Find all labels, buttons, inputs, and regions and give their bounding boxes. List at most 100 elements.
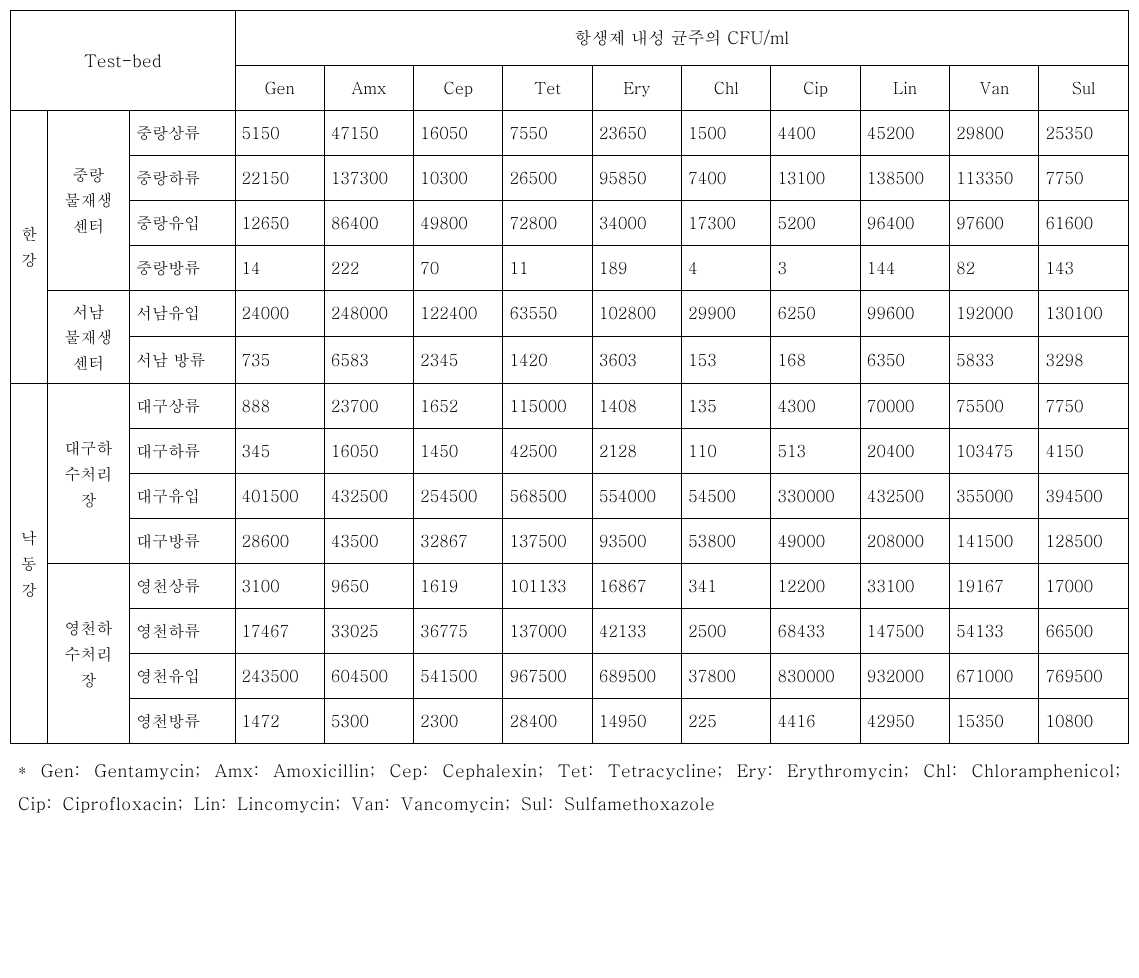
data-cell: 61600 [1039, 200, 1129, 245]
data-cell: 4300 [771, 384, 860, 429]
data-cell: 12650 [235, 200, 324, 245]
data-cell: 137300 [324, 155, 413, 200]
row-label: 대구하류 [130, 429, 235, 474]
data-cell: 568500 [503, 474, 592, 519]
table-row: 대구방류286004350032867137500935005380049000… [11, 519, 1129, 564]
data-cell: 15350 [950, 699, 1039, 744]
data-cell: 5300 [324, 699, 413, 744]
data-cell: 95850 [592, 155, 681, 200]
data-cell: 137000 [503, 609, 592, 654]
data-cell: 28600 [235, 519, 324, 564]
data-cell: 138500 [860, 155, 949, 200]
row-label: 대구유입 [130, 474, 235, 519]
data-cell: 26500 [503, 155, 592, 200]
row-label: 영천하류 [130, 609, 235, 654]
data-cell: 604500 [324, 654, 413, 699]
data-cell: 254500 [414, 474, 503, 519]
table-row: 영천하수처리장영천상류31009650161910113316867341122… [11, 564, 1129, 609]
row-label: 대구상류 [130, 384, 235, 429]
data-cell: 70 [414, 245, 503, 290]
data-cell: 110 [682, 429, 771, 474]
table-row: 대구하류345160501450425002128110513204001034… [11, 429, 1129, 474]
col-header: Ery [592, 65, 681, 110]
river-cell: 한강 [11, 110, 48, 384]
data-cell: 689500 [592, 654, 681, 699]
data-cell: 42500 [503, 429, 592, 474]
data-cell: 37800 [682, 654, 771, 699]
data-cell: 24000 [235, 290, 324, 337]
data-cell: 137500 [503, 519, 592, 564]
data-cell: 769500 [1039, 654, 1129, 699]
table-body: 한강중랑물재생센터중랑상류515047150160507550236501500… [11, 110, 1129, 744]
data-cell: 17000 [1039, 564, 1129, 609]
data-cell: 554000 [592, 474, 681, 519]
data-cell: 14 [235, 245, 324, 290]
data-cell: 12200 [771, 564, 860, 609]
data-cell: 43500 [324, 519, 413, 564]
data-cell: 49000 [771, 519, 860, 564]
data-cell: 13100 [771, 155, 860, 200]
data-cell: 1500 [682, 110, 771, 155]
data-cell: 33100 [860, 564, 949, 609]
table-row: 서남물재생센터서남유입24000248000122400635501028002… [11, 290, 1129, 337]
data-cell: 432500 [324, 474, 413, 519]
data-cell: 153 [682, 337, 771, 384]
header-main: 항생제 내성 균주의 CFU/ml [235, 11, 1129, 66]
row-label: 영천방류 [130, 699, 235, 744]
table-row: 영천방류147253002300284001495022544164295015… [11, 699, 1129, 744]
data-cell: 101133 [503, 564, 592, 609]
data-cell: 97600 [950, 200, 1039, 245]
data-cell: 3100 [235, 564, 324, 609]
data-cell: 70000 [860, 384, 949, 429]
data-cell: 33025 [324, 609, 413, 654]
data-cell: 28400 [503, 699, 592, 744]
header-testbed: Test-bed [11, 11, 236, 111]
data-cell: 243500 [235, 654, 324, 699]
data-cell: 96400 [860, 200, 949, 245]
data-cell: 345 [235, 429, 324, 474]
col-header: Gen [235, 65, 324, 110]
row-label: 영천유입 [130, 654, 235, 699]
data-cell: 29900 [682, 290, 771, 337]
data-cell: 432500 [860, 474, 949, 519]
data-cell: 25350 [1039, 110, 1129, 155]
data-cell: 75500 [950, 384, 1039, 429]
data-cell: 16050 [324, 429, 413, 474]
data-cell: 3 [771, 245, 860, 290]
data-cell: 513 [771, 429, 860, 474]
data-cell: 1408 [592, 384, 681, 429]
data-cell: 29800 [950, 110, 1039, 155]
footnote-text: * Gen: Gentamycin; Amx: Amoxicillin; Cep… [10, 754, 1129, 819]
data-cell: 225 [682, 699, 771, 744]
data-cell: 99600 [860, 290, 949, 337]
data-cell: 19167 [950, 564, 1039, 609]
data-cell: 4416 [771, 699, 860, 744]
data-cell: 830000 [771, 654, 860, 699]
data-cell: 208000 [860, 519, 949, 564]
data-cell: 93500 [592, 519, 681, 564]
data-cell: 42950 [860, 699, 949, 744]
data-cell: 168 [771, 337, 860, 384]
data-cell: 135 [682, 384, 771, 429]
table-row: 대구유입401500432500254500568500554000545003… [11, 474, 1129, 519]
data-cell: 45200 [860, 110, 949, 155]
data-cell: 2300 [414, 699, 503, 744]
data-cell: 2128 [592, 429, 681, 474]
row-label: 중랑상류 [130, 110, 235, 155]
data-cell: 17467 [235, 609, 324, 654]
data-cell: 6250 [771, 290, 860, 337]
data-cell: 141500 [950, 519, 1039, 564]
col-header: Lin [860, 65, 949, 110]
row-label: 중랑방류 [130, 245, 235, 290]
data-cell: 932000 [860, 654, 949, 699]
data-cell: 735 [235, 337, 324, 384]
row-label: 중랑유입 [130, 200, 235, 245]
data-cell: 128500 [1039, 519, 1129, 564]
data-cell: 1420 [503, 337, 592, 384]
data-cell: 7400 [682, 155, 771, 200]
col-header: Cep [414, 65, 503, 110]
data-cell: 16867 [592, 564, 681, 609]
data-cell: 22150 [235, 155, 324, 200]
river-cell: 낙동강 [11, 384, 48, 744]
col-header: Cip [771, 65, 860, 110]
